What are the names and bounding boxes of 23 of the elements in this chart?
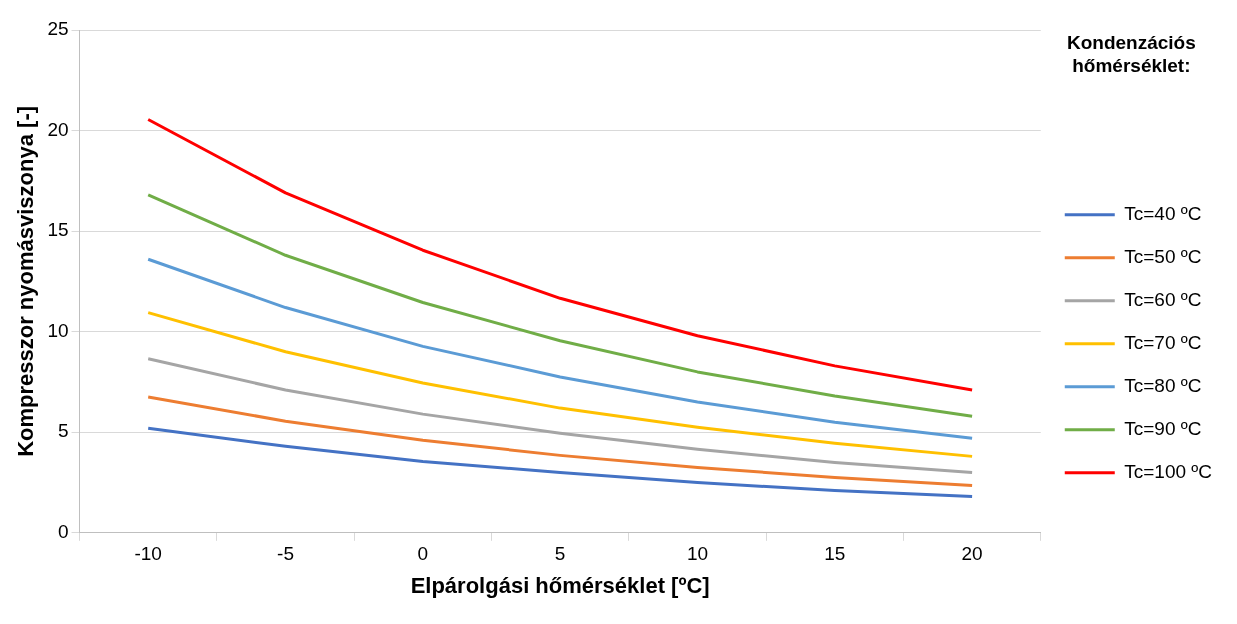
y-tick-label: 25 — [47, 18, 69, 40]
y-tick-label: 5 — [57, 420, 69, 442]
y-tick-label: 10 — [47, 319, 69, 341]
y-tick-label: 20 — [47, 118, 69, 140]
x-tick-label: 20 — [961, 543, 983, 565]
x-tick-label: 15 — [824, 543, 846, 565]
legend-title: Kondenzációs hőmérséklet: — [1066, 31, 1196, 76]
legend-label: Tc=100 ºC — [1124, 461, 1213, 483]
legend-label: Tc=90 ºC — [1124, 418, 1202, 440]
x-axis-title: Elpárolgási hőmérséklet [ºC] — [410, 572, 710, 598]
x-tick-label: 5 — [554, 543, 566, 565]
x-tick-label: -5 — [277, 543, 294, 565]
legend-label: Tc=50 ºC — [1124, 246, 1202, 268]
legend-label: Tc=80 ºC — [1124, 375, 1202, 397]
y-tick-label: 15 — [47, 219, 69, 241]
legend-label: Tc=70 ºC — [1124, 332, 1202, 354]
y-tick-label: 0 — [57, 521, 69, 543]
x-tick-label: 10 — [686, 543, 709, 565]
y-axis-title: Kompresszor nyomásviszonya [-] — [13, 105, 39, 457]
legend-label: Tc=60 ºC — [1124, 289, 1202, 311]
x-tick-label: 0 — [417, 543, 429, 565]
legend-label: Tc=40 ºC — [1124, 203, 1202, 225]
x-tick-label: -10 — [134, 543, 162, 565]
